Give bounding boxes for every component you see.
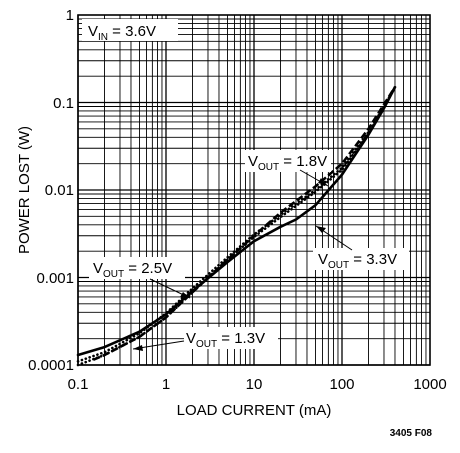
series-label-2v5: VOUT = 2.5V: [93, 260, 172, 280]
x-axis-title: LOAD CURRENT (mA): [177, 402, 332, 419]
annotation-1v8: VOUT = 1.8V: [245, 150, 331, 187]
y-tick-label: 1: [66, 7, 74, 24]
y-tick-label: 0.01: [45, 182, 74, 199]
x-tick-label: 1000: [413, 376, 446, 393]
annotation-bg: [184, 327, 278, 349]
annotation-bg: [313, 248, 409, 270]
annotation-bg: [89, 257, 185, 279]
condition-box-bg: [82, 19, 178, 41]
arrowhead: [316, 226, 326, 233]
x-tick-label: 0.1: [68, 376, 89, 393]
series-line-vout_3v3: [76, 85, 397, 357]
y-tick-labels: 0.0001 0.001 0.01 0.1 1: [28, 7, 74, 374]
annotation-1v3: VOUT = 1.3V: [132, 327, 278, 351]
arrowhead: [180, 292, 190, 298]
series-line-vout_2v5: [76, 85, 397, 363]
grid-lines: [77, 15, 430, 366]
y-axis-title: POWER LOST (W): [16, 126, 33, 254]
arrowhead: [133, 345, 143, 351]
annotation-3v3: VOUT = 3.3V: [313, 225, 409, 271]
x-tick-label: 100: [329, 376, 354, 393]
y-tick-label: 0.0001: [28, 357, 74, 374]
x-tick-label: 10: [246, 376, 263, 393]
series-label-1v3: VOUT = 1.3V: [186, 330, 265, 350]
x-tick-label: 1: [162, 376, 170, 393]
series-label-1v8: VOUT = 1.8V: [248, 153, 327, 173]
figure-id: 3405 F08: [390, 428, 433, 439]
x-tick-labels: 0.1 1 10 100 1000: [68, 376, 447, 393]
condition-label: VIN = 3.6V: [88, 23, 156, 43]
series-layer: [76, 85, 397, 367]
series-label-3v3: VOUT = 3.3V: [318, 251, 397, 271]
plot-frame: [77, 14, 431, 366]
series-line-vout_1v8: [92, 86, 397, 361]
arrowhead: [318, 178, 328, 186]
y-tick-label: 0.1: [53, 95, 74, 112]
annotation-bg: [245, 150, 331, 172]
annotation-2v5: VOUT = 2.5V: [89, 257, 191, 299]
y-tick-label: 0.001: [36, 270, 74, 287]
